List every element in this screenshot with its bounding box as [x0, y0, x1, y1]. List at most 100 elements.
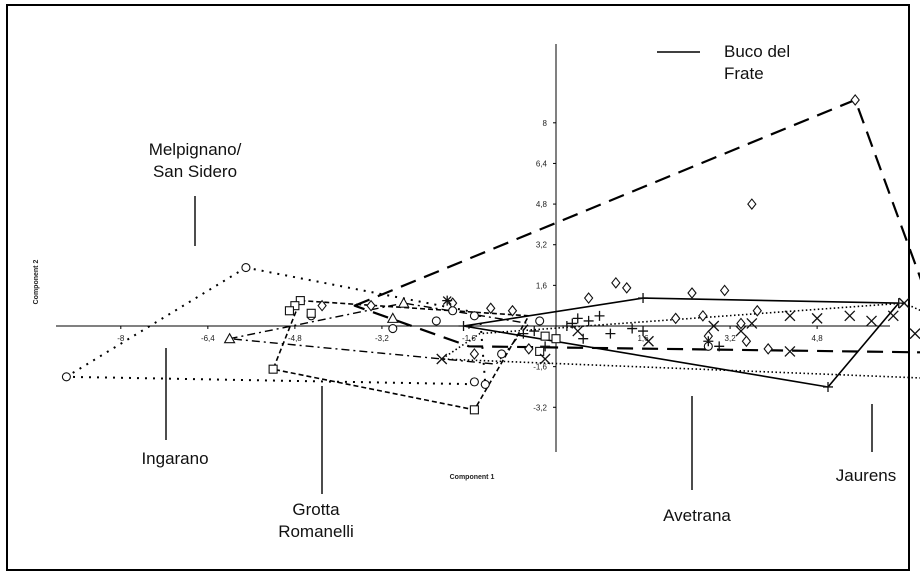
- point-avetrana: [823, 381, 833, 392]
- point-buco-del-frate: [752, 304, 762, 317]
- point-avetrana: [540, 341, 551, 352]
- point-jaurens: [844, 310, 856, 322]
- point-grotta-romanelli: [268, 364, 278, 374]
- point-unlabeled: [442, 295, 453, 306]
- point-melpignano-san-sidero: [535, 316, 545, 326]
- figure-frame: [6, 4, 910, 571]
- point-avetrana: [714, 341, 725, 352]
- point-jaurens: [784, 345, 796, 357]
- callout-label-melpignano-san-sidero: San Sidero: [153, 162, 237, 181]
- hull-buco-del-frate: [353, 98, 920, 354]
- y-tick-label: 8: [543, 119, 548, 128]
- point-buco-del-frate: [622, 282, 632, 294]
- point-jaurens: [572, 325, 584, 337]
- x-tick-label: 4,8: [812, 334, 824, 343]
- y-tick-label: 4,8: [536, 200, 548, 209]
- point-buco-del-frate: [486, 302, 496, 315]
- point-avetrana: [605, 328, 616, 339]
- point-ingarano: [397, 297, 410, 308]
- point-grotta-romanelli: [469, 405, 479, 415]
- callout-label-jaurens: Jaurens: [836, 466, 896, 485]
- point-buco-del-frate: [524, 342, 534, 355]
- point-ingarano: [223, 332, 236, 344]
- y-tick-label: 6,4: [536, 159, 548, 168]
- callout-label-grotta-romanelli: Romanelli: [278, 522, 354, 541]
- point-grotta-romanelli: [284, 306, 294, 316]
- point-buco-del-frate: [469, 348, 480, 360]
- point-avetrana: [627, 323, 638, 334]
- point-jaurens: [708, 320, 720, 332]
- point-jaurens: [811, 312, 823, 324]
- x-tick-label: -3,2: [375, 334, 389, 343]
- point-ingarano: [386, 312, 399, 323]
- hull-ingarano: [228, 302, 530, 365]
- x-tick-label: 1,6: [637, 334, 649, 343]
- point-melpignano-san-sidero: [431, 316, 441, 326]
- x-tick-label: -6,4: [201, 334, 215, 343]
- y-tick-label: -1,6: [533, 363, 547, 372]
- point-jaurens: [436, 353, 448, 365]
- point-buco-del-frate: [687, 287, 697, 299]
- point-avetrana: [638, 326, 649, 337]
- point-buco-del-frate: [850, 94, 860, 106]
- point-buco-del-frate: [741, 335, 752, 348]
- x-tick-label: -8: [117, 334, 125, 343]
- point-buco-del-frate: [611, 276, 621, 289]
- y-axis-label: Component 2: [33, 260, 40, 305]
- point-grotta-romanelli: [290, 301, 300, 311]
- point-melpignano-san-sidero: [480, 379, 490, 389]
- point-avetrana: [703, 336, 714, 347]
- point-buco-del-frate: [507, 304, 518, 317]
- point-jaurens: [746, 318, 758, 329]
- point-avetrana: [638, 293, 649, 304]
- point-buco-del-frate: [747, 198, 757, 210]
- point-melpignano-san-sidero: [241, 263, 251, 273]
- axes-layer: -8 -6,4 -4,8 -3,2 -1,6 1,6 3,2 4,8 8 6,4 4,8 3,2 1,6…: [33, 44, 890, 481]
- point-jaurens: [898, 297, 910, 309]
- y-tick-label: -3,2: [533, 403, 547, 412]
- point-grotta-romanelli: [306, 308, 316, 318]
- point-avetrana: [518, 328, 529, 339]
- point-avetrana: [529, 326, 540, 337]
- point-avetrana: [458, 321, 469, 331]
- callouts-layer: Buco del Frate Melpignano/San Sidero Ingara…: [141, 42, 896, 541]
- point-avetrana: [561, 321, 572, 331]
- point-melpignano-san-sidero: [61, 372, 71, 382]
- point-buco-del-frate: [583, 292, 594, 304]
- callout-label-melpignano-san-sidero: Melpignano/: [149, 140, 242, 159]
- point-grotta-romanelli: [551, 334, 561, 344]
- x-tick-label: -1,6: [462, 334, 476, 343]
- point-avetrana: [578, 333, 589, 344]
- point-jaurens: [909, 328, 920, 340]
- point-melpignano-san-sidero: [448, 306, 458, 316]
- point-jaurens: [735, 325, 747, 337]
- point-jaurens: [887, 310, 899, 322]
- x-axis-label: Component 1: [450, 474, 495, 481]
- point-buco-del-frate: [317, 299, 327, 312]
- point-buco-del-frate: [736, 317, 746, 330]
- point-avetrana: [583, 315, 594, 326]
- point-melpignano-san-sidero: [388, 323, 398, 334]
- y-tick-label: 3,2: [536, 241, 548, 250]
- x-tick-label: -4,8: [288, 334, 302, 343]
- callout-label-buco-del-frate: Frate: [724, 64, 764, 83]
- hull-avetrana: [462, 297, 900, 388]
- point-avetrana: [572, 313, 583, 324]
- point-avetrana: [567, 318, 578, 329]
- callout-label-ingarano: Ingarano: [141, 449, 208, 468]
- callout-label-avetrana: Avetrana: [663, 506, 731, 525]
- point-melpignano-san-sidero: [469, 377, 479, 387]
- point-jaurens: [784, 310, 796, 322]
- callout-label-grotta-romanelli: Grotta: [292, 500, 340, 519]
- point-avetrana: [893, 298, 904, 309]
- point-grotta-romanelli: [540, 331, 550, 341]
- point-buco-del-frate: [698, 309, 708, 322]
- point-jaurens: [866, 315, 877, 327]
- y-tick-label: 1,6: [536, 281, 548, 290]
- point-avetrana: [594, 310, 605, 321]
- callout-label-buco-del-frate: Buco del: [724, 42, 790, 61]
- point-buco-del-frate: [366, 299, 376, 312]
- x-tick-label: 3,2: [725, 334, 737, 343]
- point-jaurens: [643, 335, 654, 347]
